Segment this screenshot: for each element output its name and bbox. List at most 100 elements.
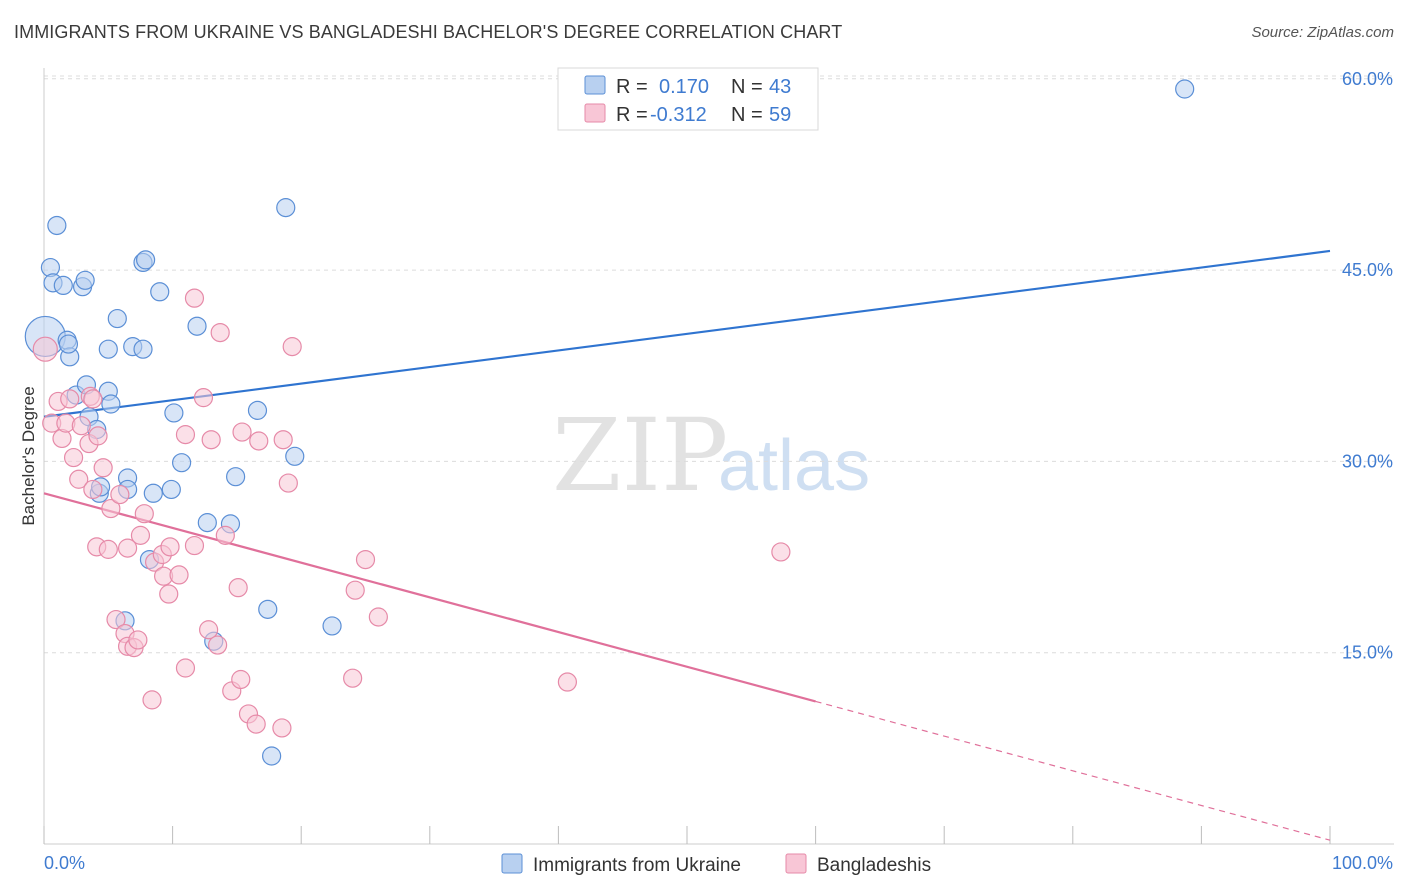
legend-r-value-bangladesh: -0.312 xyxy=(650,104,707,126)
point-bangladesh-14 xyxy=(88,426,108,446)
point-bangladesh-36 xyxy=(184,288,205,308)
gridlines xyxy=(44,75,1394,654)
point-bangladesh-32 xyxy=(160,537,180,557)
axes xyxy=(43,68,1394,845)
point-ukraine-19 xyxy=(107,308,127,329)
point-bangladesh-21 xyxy=(117,538,138,558)
trendline-bangladesh xyxy=(43,492,816,703)
y-tick-label-30: 30.0% xyxy=(1342,451,1393,471)
y-tick-label-60: 60.0% xyxy=(1342,69,1393,89)
legend-r-label-ukraine: R = xyxy=(616,76,648,98)
chart-title: IMMIGRANTS FROM UKRAINE VS BANGLADESHI B… xyxy=(14,22,843,42)
point-ukraine-33 xyxy=(187,316,207,336)
point-bangladesh-53 xyxy=(278,473,298,493)
bottom-legend-swatch-ukraine xyxy=(501,853,523,874)
point-bangladesh-46 xyxy=(231,669,251,690)
legend-swatch-bangladesh xyxy=(584,103,606,123)
point-bangladesh-37 xyxy=(184,535,205,556)
point-ukraine-41 xyxy=(285,446,305,466)
point-bangladesh-38 xyxy=(193,388,214,408)
x-tick-label-100: 100.0% xyxy=(1332,853,1393,873)
point-bangladesh-6 xyxy=(63,447,84,468)
bottom-legend-swatch-bangladesh xyxy=(785,853,807,874)
legend-r-label-bangladesh: R = xyxy=(616,104,648,126)
point-bangladesh-12 xyxy=(83,389,103,409)
point-bangladesh-26 xyxy=(134,504,154,524)
point-bangladesh-27 xyxy=(142,690,162,710)
legend-n-label-ukraine: N = xyxy=(731,76,763,98)
point-bangladesh-51 xyxy=(272,718,292,738)
point-ukraine-3 xyxy=(47,215,67,236)
point-bangladesh-7 xyxy=(69,469,89,489)
point-ukraine-34 xyxy=(197,513,217,533)
point-ukraine-43 xyxy=(262,746,282,766)
point-ukraine-28 xyxy=(143,483,163,503)
point-ukraine-44 xyxy=(1175,79,1195,99)
point-bangladesh-41 xyxy=(208,635,228,655)
point-ukraine-30 xyxy=(161,479,181,500)
point-ukraine-37 xyxy=(226,467,246,487)
legend-swatch-ukraine xyxy=(584,75,606,95)
point-bangladesh-42 xyxy=(210,322,230,343)
point-bangladesh-33 xyxy=(169,565,189,585)
y-axis-title: Bachelor's Degree xyxy=(19,386,38,525)
bottom-legend-label-bangladesh: Bangladeshis xyxy=(817,855,931,876)
point-ukraine-4 xyxy=(53,275,73,296)
trendline-extension-bangladesh xyxy=(815,700,1331,841)
point-bangladesh-25 xyxy=(130,525,151,545)
point-bangladesh-19 xyxy=(110,484,130,505)
point-ukraine-7 xyxy=(58,334,79,354)
point-ukraine-12 xyxy=(75,270,95,290)
legend-r-value-ukraine: 0.170 xyxy=(659,76,709,98)
y-tick-label-15: 15.0% xyxy=(1342,643,1393,663)
point-bangladesh-60 xyxy=(771,542,791,562)
point-bangladesh-52 xyxy=(273,430,293,450)
point-bangladesh-34 xyxy=(175,658,196,678)
y-tick-label-45: 45.0% xyxy=(1342,260,1393,280)
point-ukraine-29 xyxy=(150,282,170,302)
data-points xyxy=(24,79,1195,766)
point-bangladesh-50 xyxy=(249,431,269,451)
legend-top: R = 0.170 N = 43 R = -0.312 N = 59 xyxy=(557,67,819,131)
point-bangladesh-55 xyxy=(343,668,363,688)
legend-n-value-ukraine: 43 xyxy=(769,76,791,98)
x-tick-label-0: 0.0% xyxy=(44,853,85,873)
watermark-atlas: atlas xyxy=(718,426,870,506)
point-bangladesh-5 xyxy=(60,389,80,409)
point-bangladesh-8 xyxy=(71,416,91,436)
point-bangladesh-11 xyxy=(83,479,103,500)
point-bangladesh-24 xyxy=(128,630,148,650)
point-ukraine-24 xyxy=(133,339,153,359)
point-ukraine-31 xyxy=(164,403,184,423)
point-bangladesh-35 xyxy=(175,425,196,445)
point-ukraine-40 xyxy=(276,198,296,218)
point-bangladesh-54 xyxy=(282,337,302,357)
point-bangladesh-49 xyxy=(246,714,266,734)
point-ukraine-42 xyxy=(322,616,342,636)
x-axis-ticks xyxy=(43,826,1331,844)
point-bangladesh-40 xyxy=(201,430,221,450)
source-credit: Source: ZipAtlas.com xyxy=(1251,24,1394,41)
point-ukraine-18 xyxy=(98,339,118,359)
legend-n-label-bangladesh: N = xyxy=(731,104,763,126)
point-bangladesh-59 xyxy=(557,672,578,692)
point-ukraine-17 xyxy=(101,394,121,414)
point-bangladesh-0 xyxy=(32,336,58,362)
point-bangladesh-15 xyxy=(93,458,113,478)
point-bangladesh-47 xyxy=(232,422,252,442)
point-bangladesh-18 xyxy=(106,609,126,630)
point-bangladesh-58 xyxy=(368,607,388,627)
point-bangladesh-17 xyxy=(101,498,121,519)
point-bangladesh-31 xyxy=(159,584,179,604)
watermark-zip: ZIP xyxy=(552,397,728,514)
point-ukraine-32 xyxy=(172,453,192,473)
trendline-ukraine xyxy=(43,249,1331,418)
point-ukraine-39 xyxy=(258,599,278,619)
point-bangladesh-57 xyxy=(355,550,376,570)
bottom-legend-label-ukraine: Immigrants from Ukraine xyxy=(533,855,741,876)
point-bangladesh-43 xyxy=(215,525,235,545)
point-bangladesh-39 xyxy=(199,620,219,640)
legend-bottom: Immigrants from Ukraine Bangladeshis xyxy=(501,853,931,876)
point-bangladesh-56 xyxy=(345,580,365,600)
